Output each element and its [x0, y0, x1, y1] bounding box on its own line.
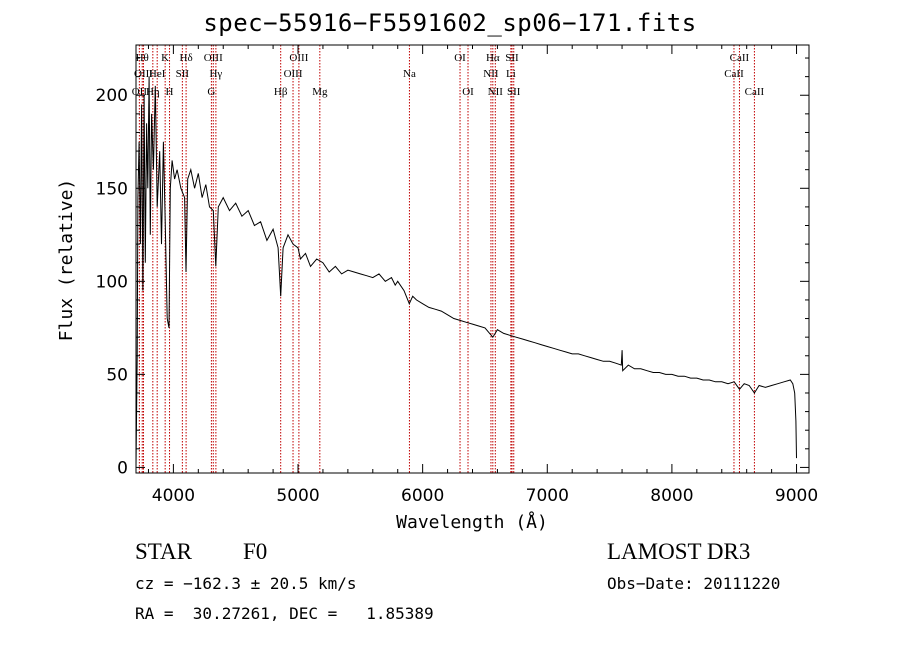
- object-subclass: F0: [243, 539, 268, 564]
- line-label-7: SII: [176, 68, 190, 80]
- observation-date: Obs−Date: 20111220: [607, 574, 781, 593]
- line-label-24: SII: [507, 86, 521, 98]
- x-axis-label: Wavelength (Å): [396, 511, 548, 533]
- line-label-18: OI: [462, 86, 474, 98]
- line-label-25: CaII: [724, 68, 744, 80]
- line-label-6: H: [166, 86, 174, 98]
- x-tick-label-5: 9000: [775, 486, 818, 506]
- line-label-27: CaII: [745, 86, 765, 98]
- line-label-16: Na: [403, 68, 416, 80]
- y-tick-label-2: 100: [96, 272, 128, 292]
- line-label-1: Hθ: [136, 52, 149, 64]
- y-tick-label-0: 0: [117, 458, 128, 478]
- line-label-21: NII: [488, 86, 504, 98]
- y-tick-label-1: 50: [106, 365, 128, 385]
- line-label-8: Hδ: [180, 52, 193, 64]
- spectrum-flux-series: [135, 76, 797, 468]
- line-label-5: K: [161, 52, 169, 64]
- line-label-22: Li: [506, 68, 516, 80]
- redshift-velocity: cz = −162.3 ± 20.5 km/s: [135, 574, 357, 593]
- object-class: STAR: [135, 539, 192, 564]
- line-label-4: HeI: [149, 68, 166, 80]
- x-tick-label-3: 7000: [526, 486, 569, 506]
- line-label-19: NII: [483, 68, 499, 80]
- line-label-9: G: [207, 86, 215, 98]
- line-label-20: Hα: [486, 52, 500, 64]
- coordinates: RA = 30.27261, DEC = 1.85389: [135, 604, 434, 623]
- line-label-14: OIII: [289, 52, 308, 64]
- y-tick-label-3: 150: [96, 179, 128, 199]
- line-label-10: OIII: [204, 52, 223, 64]
- y-tick-label-4: 200: [96, 86, 128, 106]
- line-label-13: OIII: [284, 68, 303, 80]
- plot-frame: [135, 44, 810, 474]
- axes: 4000 5000 6000 7000 8000 9000 0 50 100 150 200: [96, 45, 818, 506]
- line-label-11: Hγ: [209, 68, 222, 80]
- line-label-3: Hη: [146, 86, 160, 98]
- x-tick-label-1: 5000: [276, 486, 319, 506]
- line-label-23: SII: [505, 52, 519, 64]
- x-tick-label-0: 4000: [152, 486, 195, 506]
- line-label-17: OI: [454, 52, 466, 64]
- y-axis-label: Flux (relative): [56, 179, 77, 342]
- spectral-line-markers: [138, 45, 755, 473]
- line-label-15: Mg: [312, 86, 328, 98]
- line-label-12: Hβ: [274, 86, 288, 98]
- spectral-line-labels: OIIHθOIIIHηHeIKHSIIHδGOIIIHγHβOIIIOIIIMg…: [132, 52, 765, 98]
- survey-name: LAMOST DR3: [607, 539, 751, 564]
- chart-title: spec−55916−F5591602_sp06−171.fits: [203, 9, 697, 37]
- x-tick-label-4: 8000: [650, 486, 693, 506]
- line-label-26: CaII: [730, 52, 750, 64]
- x-tick-label-2: 6000: [401, 486, 444, 506]
